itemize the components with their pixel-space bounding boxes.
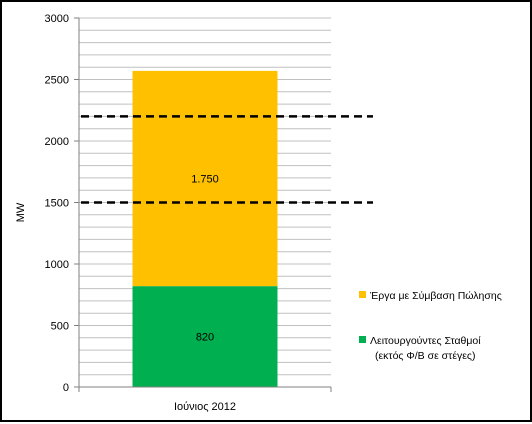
legend-label: Λειτουργούντες Σταθμοί	[370, 335, 481, 347]
data-label: 1.750	[191, 174, 219, 186]
y-tick-label: 1500	[45, 198, 69, 210]
bar-segment-1	[132, 286, 278, 387]
bars	[132, 70, 278, 387]
y-tick-label: 1000	[45, 259, 69, 271]
y-tick-label: 500	[51, 321, 69, 333]
legend-swatch	[359, 336, 366, 343]
y-tick-label: 2000	[45, 136, 69, 148]
y-tick-label: 0	[63, 382, 69, 394]
labels: 820 1.750 Ιούνιος 2012 0 500 1000 1500 2000 2500…	[15, 13, 236, 413]
legend-swatch	[359, 291, 366, 298]
axes	[74, 17, 332, 392]
bar-segment-2	[132, 70, 278, 287]
y-tick-label: 2500	[45, 75, 69, 87]
legend-label: Έργα με Σύμβαση Πώλησης	[369, 290, 502, 302]
y-axis-title: MW	[15, 202, 27, 222]
x-tick-label: Ιούνιος 2012	[174, 401, 236, 413]
reference-lines	[81, 115, 373, 204]
y-tick-label: 3000	[45, 13, 69, 25]
data-label: 820	[196, 332, 214, 344]
legend: Έργα με Σύμβαση Πώλησης Λειτουργούντες Στ…	[359, 290, 502, 362]
legend-label: (εκτός Φ/Β σε στέγες)	[375, 350, 475, 362]
